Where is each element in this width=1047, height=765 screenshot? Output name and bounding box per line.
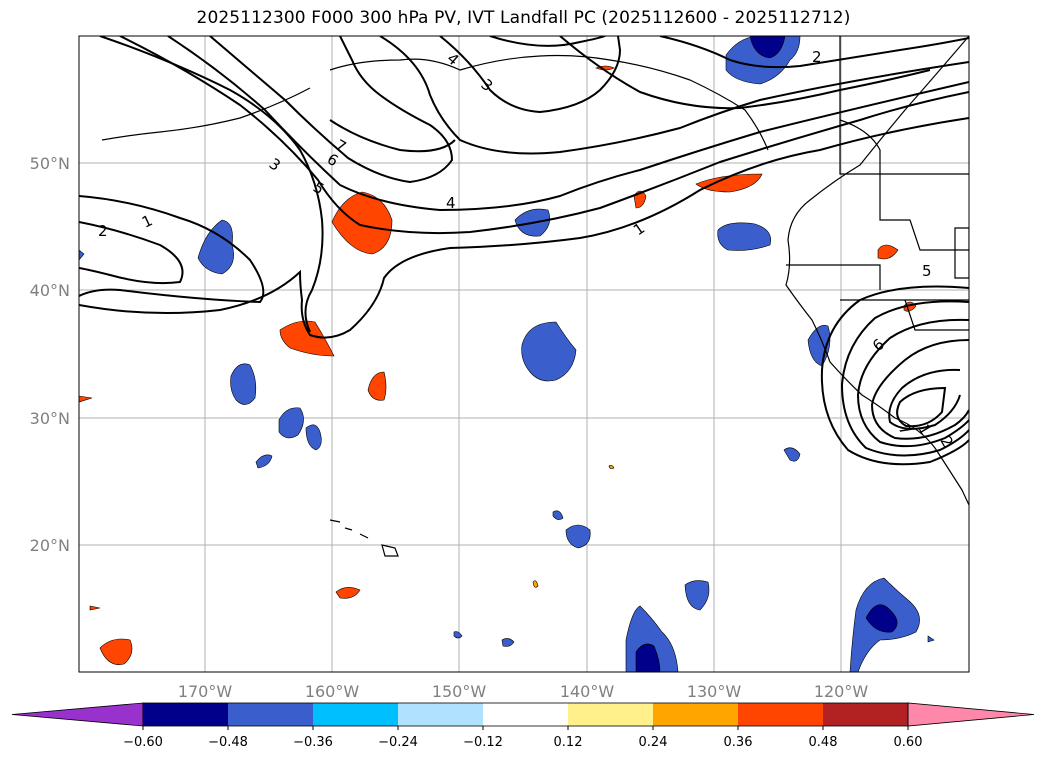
neg-blob	[79, 249, 85, 261]
colorbar-tick-label: 0.24	[639, 735, 668, 750]
colorbar-tick-label: 0.36	[724, 735, 753, 750]
contour-label: 4	[446, 194, 456, 212]
neg-blob	[305, 424, 322, 451]
neg-blob	[717, 222, 771, 251]
colorbar-segment	[823, 703, 908, 726]
pos-blob	[335, 587, 361, 599]
contour-line	[659, 36, 969, 69]
colorbar-tick-label: 0.48	[809, 735, 838, 750]
pos-blob	[99, 638, 133, 665]
lat-label: 50°N	[30, 154, 70, 173]
contour-line	[79, 221, 184, 285]
contour-line	[840, 300, 969, 457]
plot-border	[78, 35, 970, 673]
lon-label: 150°W	[432, 682, 487, 701]
contour-label: 2	[98, 222, 108, 240]
colorbar-segment	[228, 703, 313, 726]
neg-blob	[521, 321, 577, 382]
colorbar-segment	[738, 703, 823, 726]
neg-blob	[565, 524, 591, 549]
neg-blob	[552, 510, 564, 520]
pos-blob	[695, 173, 763, 193]
contour-line	[209, 36, 454, 184]
pos-blob	[79, 395, 93, 403]
longitude-labels: 170°W 160°W 150°W 140°W 130°W 120°W	[178, 682, 869, 701]
neg-blob	[501, 638, 515, 647]
neg-blob	[453, 631, 463, 639]
contour-line	[99, 36, 324, 333]
contour-line	[856, 318, 969, 448]
pv-contours	[79, 36, 969, 466]
map-title: 2025112300 F000 300 hPa PV, IVT Landfall…	[196, 8, 851, 28]
pos-blob	[89, 605, 101, 611]
contour-line	[870, 339, 969, 440]
colorbar-segment	[483, 703, 568, 726]
neg-blob	[278, 407, 304, 439]
graticule	[79, 36, 969, 672]
colorbar-segment	[398, 703, 483, 726]
colorbar-tick-label: 0.12	[554, 735, 583, 750]
contour-line	[167, 36, 969, 212]
colorbar-segment	[143, 703, 228, 726]
lon-label: 130°W	[687, 682, 742, 701]
contour-line	[379, 36, 969, 155]
pos-blob	[532, 580, 539, 588]
neg-blob	[635, 643, 661, 672]
colorbar-tick-label: −0.60	[123, 735, 163, 750]
colorbar-tick-label: −0.12	[463, 735, 503, 750]
negative-anomaly-regions	[79, 36, 935, 672]
colorbar-tick-label: −0.48	[208, 735, 248, 750]
lat-label: 40°N	[30, 281, 70, 300]
lon-label: 160°W	[305, 682, 360, 701]
colorbar: −0.60 −0.48 −0.36 −0.24 −0.12 0.12 0.24 0.36 0.4…	[11, 702, 1035, 750]
coastlines	[101, 36, 969, 557]
pos-blob	[877, 244, 899, 260]
contour-line	[559, 36, 931, 110]
contour-line	[896, 386, 947, 428]
pos-blob	[367, 371, 387, 401]
contour-line	[329, 119, 456, 153]
neg-blob	[749, 36, 786, 59]
colorbar-tick-label: −0.24	[378, 735, 418, 750]
colorbar-segment	[653, 703, 738, 726]
colorbar-border	[142, 702, 909, 727]
contour-label: 5	[922, 262, 932, 280]
lat-label: 20°N	[30, 536, 70, 555]
contour-line	[119, 36, 969, 235]
pos-blob	[608, 465, 615, 469]
colorbar-segment	[568, 703, 653, 726]
lon-label: 140°W	[560, 682, 615, 701]
latitude-labels: 50°N 40°N 30°N 20°N	[30, 154, 70, 555]
lon-label: 120°W	[814, 682, 869, 701]
lon-label: 170°W	[178, 682, 233, 701]
lat-label: 30°N	[30, 409, 70, 428]
contour-line	[820, 285, 969, 466]
positive-anomaly-regions	[79, 65, 917, 665]
neg-blob	[927, 635, 935, 643]
neg-blob	[783, 447, 801, 462]
contour-line	[489, 36, 606, 47]
contour-label: 2	[812, 48, 822, 66]
colorbar-extend-left	[11, 702, 144, 727]
contour-line	[888, 368, 961, 430]
colorbar-tick-label: −0.36	[293, 735, 333, 750]
pos-blob	[279, 320, 335, 357]
neg-blob	[865, 604, 898, 633]
pos-blob	[331, 191, 393, 255]
colorbar-segment	[313, 703, 398, 726]
neg-blob	[684, 580, 710, 611]
contour-line	[79, 117, 969, 339]
contour-line	[79, 195, 265, 304]
colorbar-extend-right	[907, 702, 1035, 727]
colorbar-tick-label: 0.60	[894, 735, 923, 750]
neg-blob	[230, 363, 257, 405]
neg-blob	[255, 454, 273, 469]
